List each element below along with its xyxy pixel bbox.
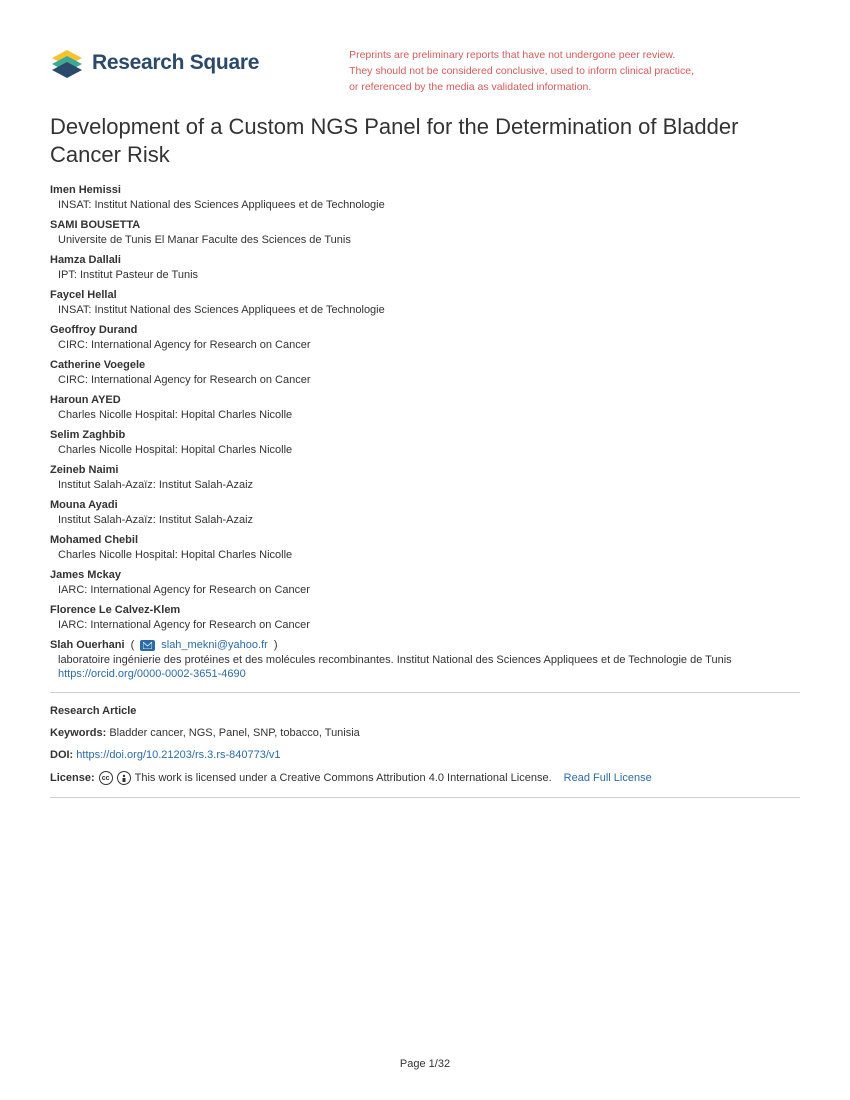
author-entry: Florence Le Calvez-Klem IARC: Internation… [50,604,800,631]
keywords-label: Keywords: [50,727,106,739]
paper-title: Development of a Custom NGS Panel for th… [50,113,800,168]
doi-link[interactable]: https://doi.org/10.21203/rs.3.rs-840773/… [76,749,280,761]
author-name: James Mckay [50,569,800,581]
author-affiliation: INSAT: Institut National des Sciences Ap… [58,304,800,316]
author-affiliation: Institut Salah-Azaïz: Institut Salah-Aza… [58,514,800,526]
author-affiliation: Charles Nicolle Hospital: Hopital Charle… [58,409,800,421]
author-affiliation: Charles Nicolle Hospital: Hopital Charle… [58,549,800,561]
author-entry: James Mckay IARC: International Agency fo… [50,569,800,596]
corresponding-author: Slah Ouerhani ( slah_mekni@yahoo.fr ) la… [50,639,800,680]
divider [50,797,800,798]
disclaimer-text: Preprints are preliminary reports that h… [349,48,694,95]
author-name: Florence Le Calvez-Klem [50,604,800,616]
license-row: License: cc This work is licensed under … [50,771,800,785]
disclaimer-line: They should not be considered conclusive… [349,64,694,80]
author-name: Mouna Ayadi [50,499,800,511]
author-affiliation: IPT: Institut Pasteur de Tunis [58,269,800,281]
author-affiliation: Charles Nicolle Hospital: Hopital Charle… [58,444,800,456]
email-icon [140,640,155,651]
author-entry: Geoffroy Durand CIRC: International Agenc… [50,324,800,351]
author-name: Catherine Voegele [50,359,800,371]
author-name: Selim Zaghbib [50,429,800,441]
disclaimer-line: Preprints are preliminary reports that h… [349,48,694,64]
article-type: Research Article [50,705,800,717]
author-affiliation: CIRC: International Agency for Research … [58,339,800,351]
author-name: Mohamed Chebil [50,534,800,546]
author-affiliation: CIRC: International Agency for Research … [58,374,800,386]
author-name: Faycel Hellal [50,289,800,301]
page-number: Page 1/32 [0,1058,850,1070]
paren-close: ) [274,639,278,651]
corresponding-email-link[interactable]: slah_mekni@yahoo.fr [161,639,268,651]
license-label: License: [50,772,95,784]
author-entry: Hamza Dallali IPT: Institut Pasteur de Tu… [50,254,800,281]
logo-mark-icon [50,48,84,78]
orcid-link[interactable]: https://orcid.org/0000-0002-3651-4690 [58,668,800,680]
author-affiliation: laboratoire ingénierie des protéines et … [58,654,800,666]
author-entry: Imen Hemissi INSAT: Institut National des… [50,184,800,211]
disclaimer-line: or referenced by the media as validated … [349,80,694,96]
author-affiliation: IARC: International Agency for Research … [58,584,800,596]
doi-label: DOI: [50,749,73,761]
author-name: Imen Hemissi [50,184,800,196]
author-entry: Haroun AYED Charles Nicolle Hospital: Hop… [50,394,800,421]
author-entry: Mohamed Chebil Charles Nicolle Hospital: … [50,534,800,561]
cc-icon: cc [99,771,113,785]
author-affiliation: INSAT: Institut National des Sciences Ap… [58,199,800,211]
author-entry: Catherine Voegele CIRC: International Age… [50,359,800,386]
author-name: Haroun AYED [50,394,800,406]
logo: Research Square [50,48,259,78]
logo-text: Research Square [92,51,259,75]
keywords-row: Keywords: Bladder cancer, NGS, Panel, SN… [50,727,800,739]
authors-list: Imen Hemissi INSAT: Institut National des… [50,184,800,631]
author-entry: SAMI BOUSETTA Universite de Tunis El Mana… [50,219,800,246]
read-license-link[interactable]: Read Full License [564,772,652,784]
author-entry: Faycel Hellal INSAT: Institut National de… [50,289,800,316]
author-affiliation: Institut Salah-Azaïz: Institut Salah-Aza… [58,479,800,491]
author-name: SAMI BOUSETTA [50,219,800,231]
keywords-text: Bladder cancer, NGS, Panel, SNP, tobacco… [109,727,360,739]
author-entry: Selim Zaghbib Charles Nicolle Hospital: H… [50,429,800,456]
author-name: Geoffroy Durand [50,324,800,336]
author-entry: Zeineb Naimi Institut Salah-Azaïz: Instit… [50,464,800,491]
paren-open: ( [131,639,135,651]
author-affiliation: IARC: International Agency for Research … [58,619,800,631]
by-icon [117,771,131,785]
author-name: Slah Ouerhani [50,639,125,651]
divider [50,692,800,693]
author-affiliation: Universite de Tunis El Manar Faculte des… [58,234,800,246]
header-row: Research Square Preprints are preliminar… [50,48,800,95]
license-text: This work is licensed under a Creative C… [135,772,552,784]
author-entry: Mouna Ayadi Institut Salah-Azaïz: Institu… [50,499,800,526]
author-name: Hamza Dallali [50,254,800,266]
author-name: Zeineb Naimi [50,464,800,476]
doi-row: DOI: https://doi.org/10.21203/rs.3.rs-84… [50,749,800,761]
